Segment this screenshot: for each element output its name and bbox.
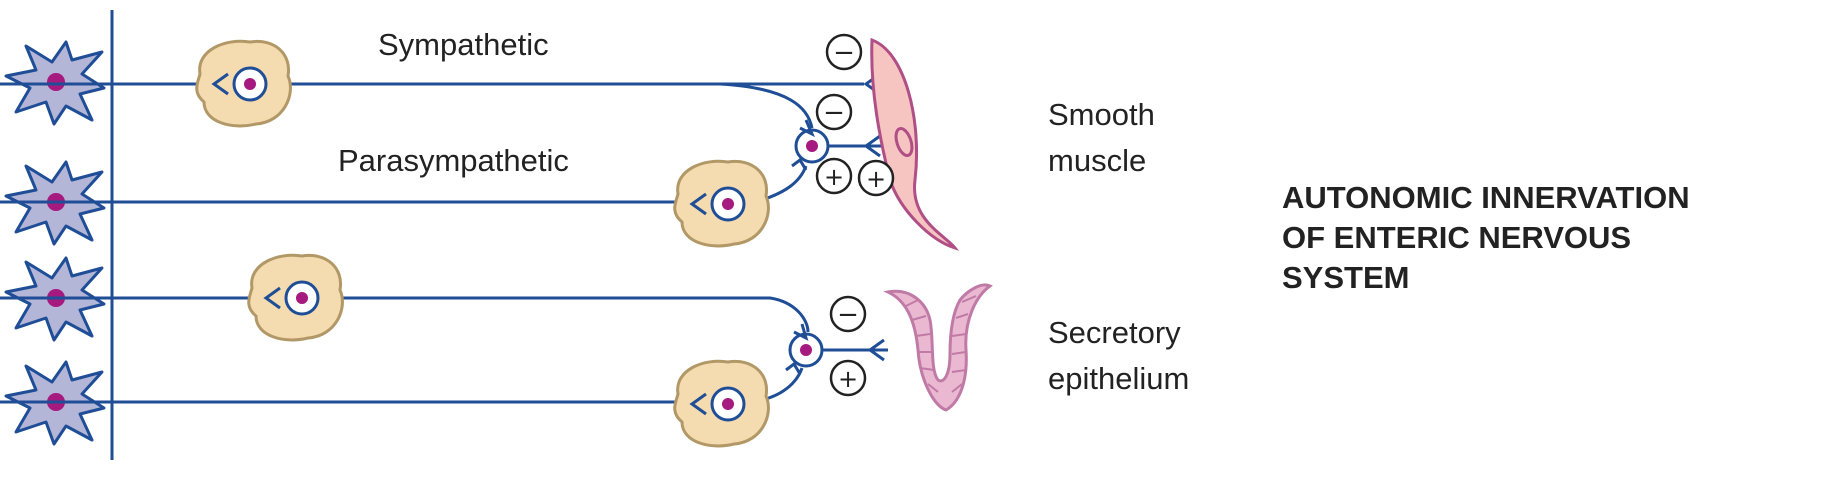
sympathetic-ganglion (195, 39, 292, 128)
label-secretory: Secretory (1048, 315, 1181, 350)
title-line-1: AUTONOMIC INNERVATION (1282, 180, 1690, 215)
secretory-epithelium (883, 283, 993, 412)
synapse-muscle-2 (863, 134, 881, 158)
label-smooth: Smooth (1048, 97, 1155, 132)
smooth-muscle-cell (870, 37, 960, 251)
muscle-nucleus (894, 127, 914, 157)
parasympathetic-ganglion (673, 159, 770, 248)
sympathetic-branch (719, 82, 814, 129)
svg-text:−: − (837, 300, 859, 330)
plus-symbol-epithelium: + (829, 359, 867, 397)
sympathetic-ganglion-2 (247, 253, 344, 342)
svg-text:+: + (824, 163, 844, 191)
minus-symbol-enteric-muscle: − (815, 93, 853, 131)
label-sympathetic: Sympathetic (378, 27, 549, 62)
label-muscle: muscle (1048, 143, 1147, 178)
label-epithelium: epithelium (1048, 361, 1190, 396)
svg-text:+: + (838, 365, 858, 393)
diagram-title: AUTONOMIC INNERVATION OF ENTERIC NERVOUS… (1282, 178, 1822, 298)
title-line-2: OF ENTERIC NERVOUS (1282, 220, 1632, 255)
nerve-fibers (0, 82, 888, 404)
synapse-epithelium (867, 338, 885, 362)
parasympathetic-ganglion-2 (673, 359, 770, 448)
parasympathetic-branch (761, 165, 808, 202)
label-parasympathetic: Parasympathetic (338, 143, 569, 178)
plus-symbol-enteric-muscle: + (857, 159, 895, 197)
title-line-3: SYSTEM (1282, 260, 1410, 295)
svg-text:−: − (823, 98, 845, 128)
minus-symbol-epithelium: − (829, 295, 867, 333)
sympathetic-fiber-2 (0, 296, 810, 333)
svg-text:+: + (866, 165, 886, 193)
svg-text:−: − (833, 38, 855, 68)
plus-symbol-parasympathetic-muscle: + (815, 157, 853, 195)
minus-symbol-sympathetic-muscle: − (825, 33, 863, 71)
effect-symbols: − − + + − + (815, 33, 895, 397)
parasympathetic-branch-2 (761, 367, 804, 402)
